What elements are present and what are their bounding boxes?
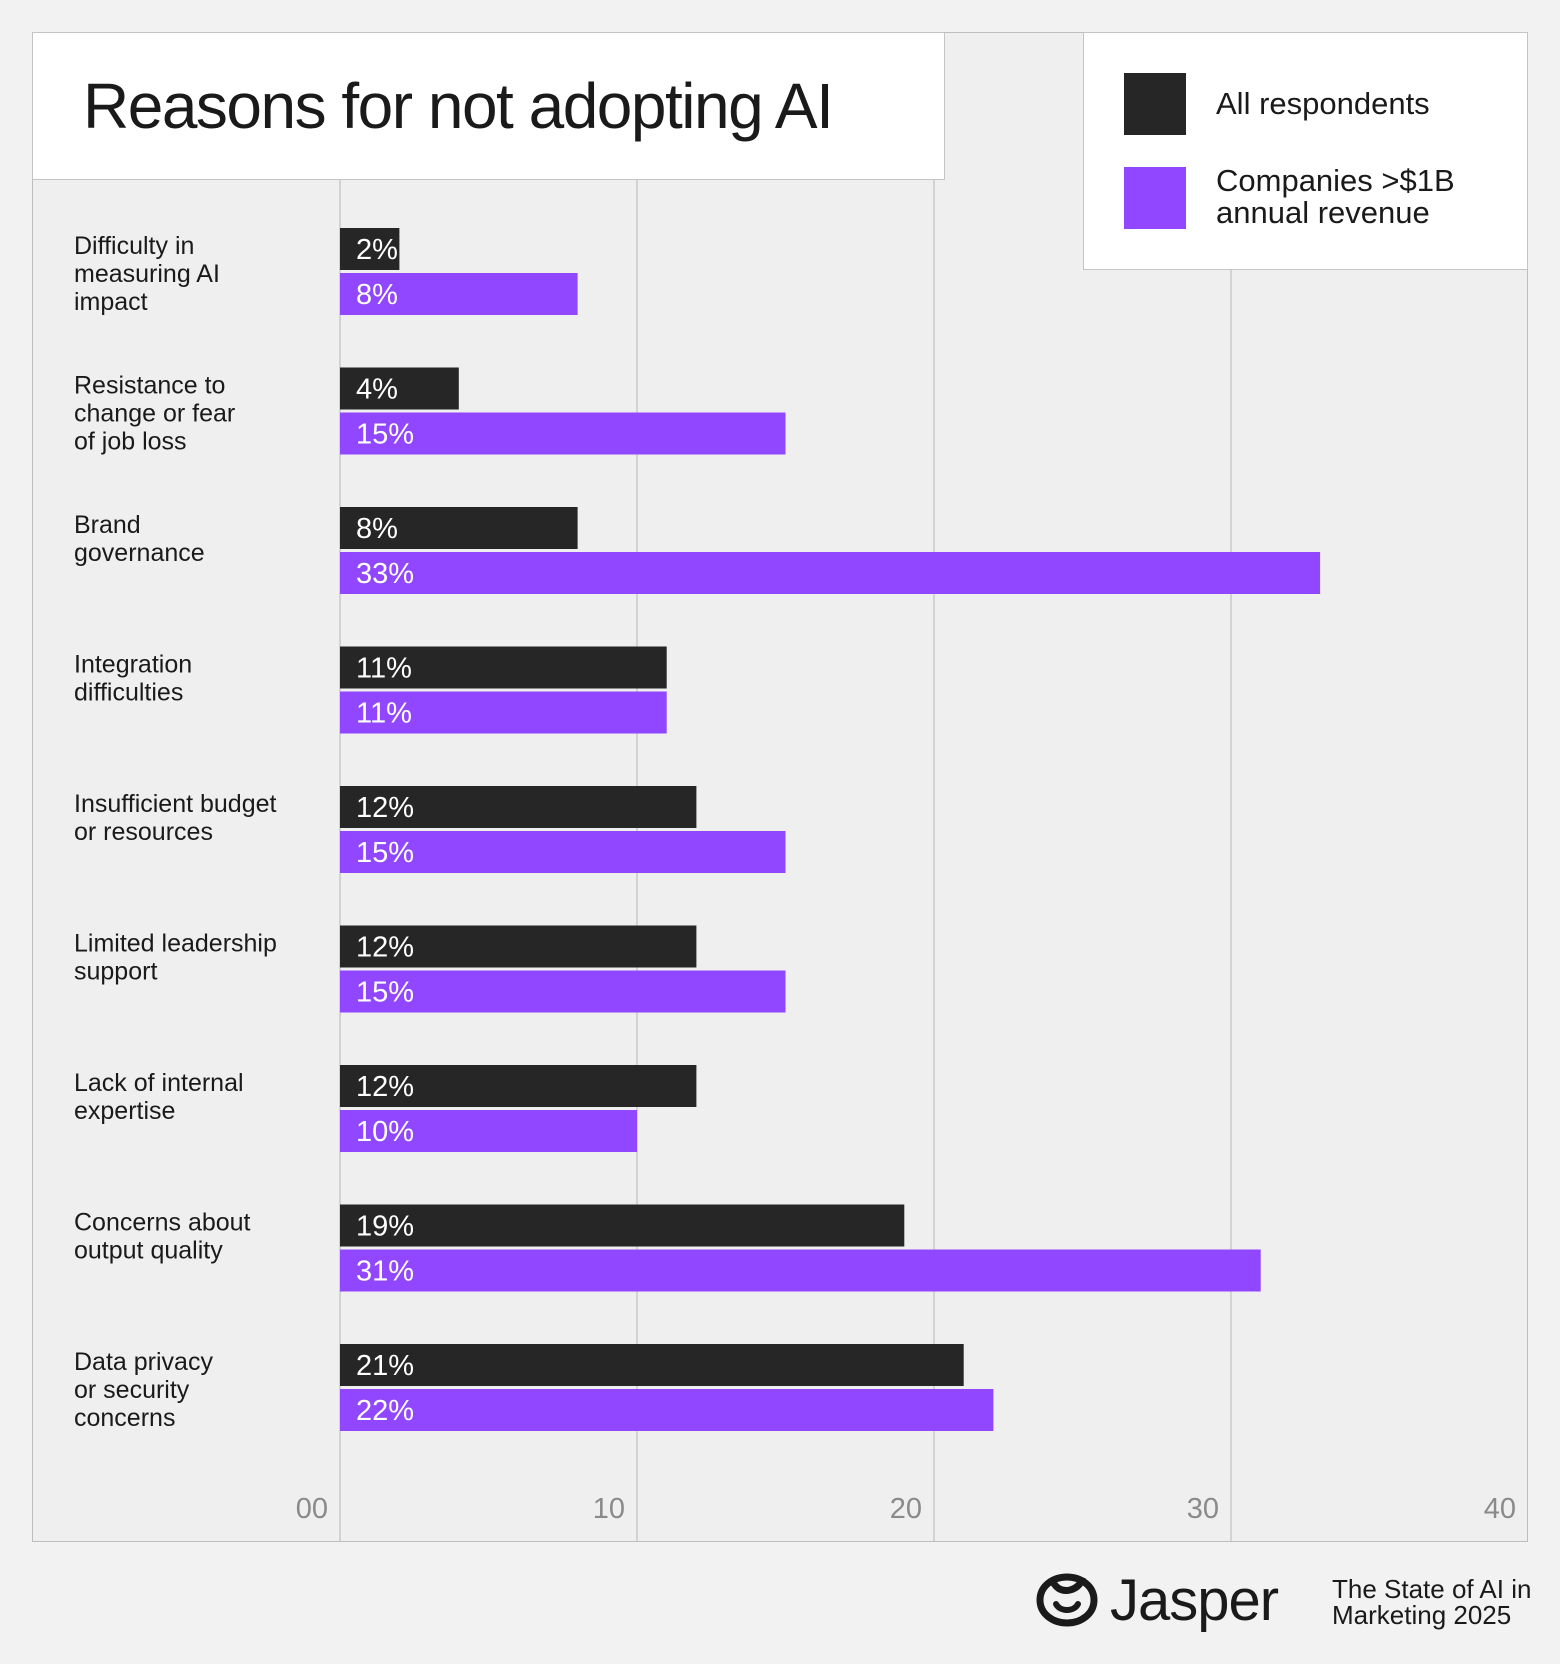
bar-all-respondents: [340, 1344, 964, 1386]
bar-large-companies: [340, 1389, 994, 1431]
brand-name: Jasper: [1110, 1567, 1279, 1633]
bar-large-companies: [340, 691, 667, 734]
category-label: Insufficient budget or resources: [74, 790, 277, 846]
jasper-face-icon: [1036, 1573, 1098, 1627]
bar-large-companies: [340, 1110, 637, 1152]
bar-large-companies: [340, 412, 786, 455]
data-label: 10%: [356, 1116, 414, 1148]
category-label: Brand governance: [74, 511, 205, 567]
x-tick-label: 10: [593, 1493, 625, 1525]
category-label: Difficulty in measuring AI impact: [74, 232, 220, 316]
data-label: 15%: [356, 419, 414, 451]
x-tick-label: 00: [296, 1493, 328, 1525]
category-label: Concerns about output quality: [74, 1209, 251, 1265]
data-label: 21%: [356, 1350, 414, 1382]
data-label: 8%: [356, 513, 398, 545]
bar-large-companies: [340, 831, 786, 873]
bar-all-respondents: [340, 507, 578, 549]
category-label: Resistance to change or fear of job loss: [74, 372, 235, 456]
bar-large-companies: [340, 273, 578, 315]
data-label: 11%: [356, 698, 412, 730]
x-tick-label: 20: [890, 1493, 922, 1525]
bar-all-respondents: [340, 228, 400, 270]
bar-all-respondents: [340, 1065, 697, 1107]
chart-title: Reasons for not adopting AI: [83, 70, 834, 142]
data-label: 19%: [356, 1211, 414, 1243]
bar-large-companies: [340, 970, 786, 1013]
data-label: 31%: [356, 1256, 414, 1288]
legend-label-large-companies: Companies >$1B annual revenue: [1216, 163, 1455, 230]
x-tick-label: 30: [1187, 1493, 1219, 1525]
data-label: 8%: [356, 279, 398, 311]
category-label: Limited leadership support: [74, 930, 277, 986]
data-label: 12%: [356, 792, 414, 824]
legend: All respondents Companies >$1B annual re…: [1083, 32, 1528, 270]
legend-swatch-all-respondents: [1124, 73, 1186, 135]
report-name: The State of AI in Marketing 2025: [1332, 1574, 1532, 1630]
data-label: 22%: [356, 1395, 414, 1427]
title-box: Reasons for not adopting AI: [32, 32, 945, 180]
data-label: 4%: [356, 374, 398, 406]
data-label: 33%: [356, 558, 414, 590]
data-label: 15%: [356, 977, 414, 1009]
bar-all-respondents: [340, 925, 697, 968]
category-label: Lack of internal expertise: [74, 1069, 244, 1125]
x-tick-label: 40: [1484, 1493, 1516, 1525]
bar-all-respondents: [340, 1204, 905, 1247]
brand-logo: Jasper: [1034, 1567, 1279, 1633]
data-label: 11%: [356, 653, 412, 685]
legend-swatch-large-companies: [1124, 167, 1186, 229]
bar-large-companies: [340, 552, 1321, 594]
category-label: Data privacy or security concerns: [74, 1348, 213, 1432]
data-label: 2%: [356, 234, 398, 266]
legend-label-all-respondents: All respondents: [1216, 86, 1430, 121]
data-label: 12%: [356, 1071, 414, 1103]
bar-all-respondents: [340, 646, 667, 689]
data-label: 15%: [356, 837, 414, 869]
bar-all-respondents: [340, 786, 697, 828]
bar-all-respondents: [340, 367, 459, 410]
bar-large-companies: [340, 1249, 1261, 1292]
data-label: 12%: [356, 932, 414, 964]
category-label: Integration difficulties: [74, 651, 192, 707]
